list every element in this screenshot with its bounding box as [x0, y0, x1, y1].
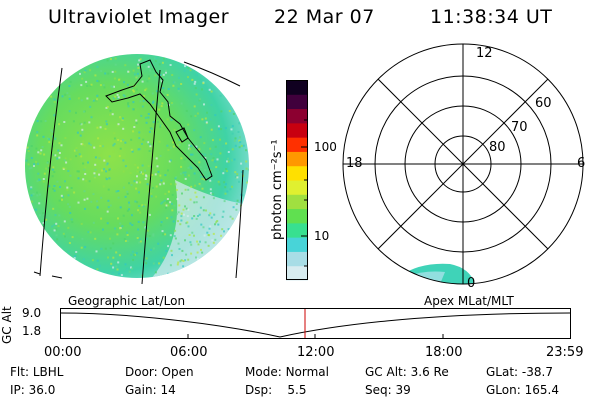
- colorbar-tick-10: 10: [314, 229, 330, 243]
- colorbar-cell: [286, 251, 308, 267]
- coastline-island: [175, 127, 189, 143]
- orbit-x-ticks: [187, 334, 444, 338]
- colorbar-cell: [286, 222, 308, 238]
- polar-label-70: 70: [511, 120, 528, 135]
- instrument-title: Ultraviolet Imager: [48, 6, 230, 28]
- colorbar-tick-100: 100: [314, 140, 337, 154]
- polar-label-0: 0: [467, 276, 476, 291]
- polar-label-18: 18: [346, 156, 363, 171]
- orbit-y-top: 9.0: [22, 306, 42, 320]
- filter-info: Flt: LBHL: [10, 365, 64, 379]
- mode-info: Mode: Normal: [245, 365, 329, 379]
- seq-info: Seq: 39: [365, 383, 411, 397]
- colorbar-cell: [286, 194, 308, 210]
- glat-info: GLat: -38.7: [486, 365, 553, 379]
- colorbar-cell: [286, 165, 308, 181]
- orbit-x-tick-2: 12:00: [297, 345, 335, 360]
- orbit-altitude-curve: [59, 312, 571, 338]
- meridian-line-middle: [141, 69, 161, 285]
- colorbar-cell: [286, 237, 308, 252]
- orbit-x-tick-1: 06:00: [170, 345, 208, 360]
- door-info: Door: Open: [125, 365, 194, 379]
- colorbar-cell: [286, 151, 308, 167]
- gc-alt-info: GC Alt: 3.6 Re: [365, 365, 449, 379]
- orbit-plot-frame: [60, 308, 571, 339]
- polar-label-6: 6: [577, 156, 586, 171]
- glon-info: GLon: 165.4: [486, 383, 559, 397]
- ip-info: IP: 36.0: [10, 383, 56, 397]
- colorbar-cell: [286, 180, 308, 195]
- time-label: 11:38:34 UT: [430, 6, 553, 28]
- colorbar: [286, 80, 308, 281]
- colorbar-cell: [286, 208, 308, 224]
- colorbar-cell: [286, 80, 308, 95]
- coastline: [105, 59, 213, 181]
- meridian-line-right: [235, 169, 244, 279]
- colorbar-cell: [286, 94, 308, 110]
- colorbar-cell: [286, 122, 308, 138]
- colorbar-cell: [286, 108, 308, 124]
- orbit-right-label: Apex MLat/MLT: [424, 294, 514, 308]
- orbit-x-tick-4: 23:59: [546, 345, 584, 360]
- parallel-line-top: [183, 61, 241, 87]
- colorbar-cell: [286, 137, 308, 152]
- meridian-line-left: [39, 67, 63, 277]
- parallel-line-bottom: [33, 271, 63, 279]
- polar-label-60: 60: [535, 96, 552, 111]
- orbit-left-label: Geographic Lat/Lon: [68, 294, 186, 308]
- orbit-y-bottom: 1.8: [22, 324, 42, 338]
- orbit-x-tick-0: 00:00: [44, 345, 82, 360]
- polar-label-80: 80: [489, 140, 506, 155]
- dsp-info: Dsp: 5.5: [245, 383, 307, 397]
- gain-info: Gain: 14: [125, 383, 176, 397]
- colorbar-cell: [286, 265, 308, 281]
- polar-label-12: 12: [476, 46, 493, 61]
- polar-diagonal-2: [377, 78, 549, 250]
- date-label: 22 Mar 07: [274, 6, 375, 28]
- orbit-x-tick-3: 18:00: [425, 345, 463, 360]
